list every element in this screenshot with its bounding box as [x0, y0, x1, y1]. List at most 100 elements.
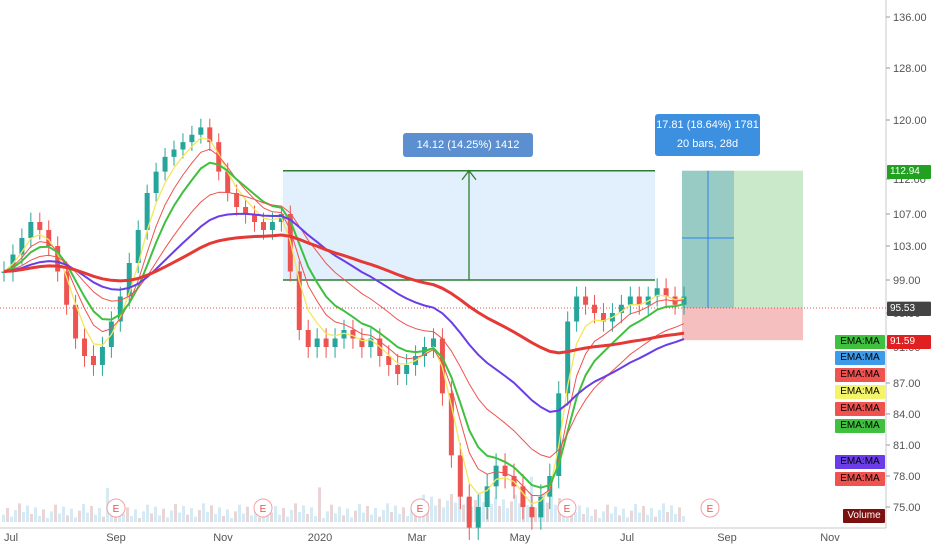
volume-bar: [250, 515, 253, 522]
volume-bar: [54, 504, 57, 522]
candle: [153, 171, 159, 193]
volume-bar: [386, 503, 389, 522]
ema-red-thin: [3, 148, 685, 497]
price-tag: 95.53: [887, 301, 931, 316]
candle: [681, 296, 687, 305]
ema-legend-tag: EMA:MA: [835, 335, 885, 349]
y-tick-label: 103.00: [893, 241, 927, 253]
volume-bar: [518, 503, 521, 522]
y-tick-label: 87.00: [893, 378, 921, 390]
volume-bar: [546, 502, 549, 522]
candle: [350, 330, 356, 339]
volume-bar: [2, 514, 5, 522]
volume-bar: [382, 510, 385, 522]
candle: [386, 356, 392, 365]
volume-bar: [254, 508, 257, 522]
candle: [430, 338, 436, 347]
volume-bar: [42, 509, 45, 522]
candle: [216, 142, 222, 172]
x-tick-label: May: [510, 532, 531, 544]
volume-bar: [78, 510, 81, 522]
volume-bar: [670, 505, 673, 522]
candle: [198, 127, 204, 135]
x-tick-label: Sep: [106, 532, 126, 544]
candle: [82, 338, 88, 356]
volume-bar: [322, 518, 325, 522]
volume-bar: [326, 511, 329, 522]
volume-bar: [154, 506, 157, 522]
volume-bar: [46, 518, 49, 522]
volume-bar: [342, 515, 345, 522]
candle: [466, 496, 472, 528]
candle: [243, 207, 249, 214]
volume-bar: [94, 514, 97, 522]
candle: [493, 465, 499, 487]
volume-bar: [62, 506, 65, 522]
earnings-marker: [106, 498, 126, 518]
volume-bar: [198, 510, 201, 522]
candle: [574, 296, 580, 322]
volume-bar: [438, 498, 441, 522]
earnings-marker-label: E: [417, 504, 424, 515]
volume-bar: [534, 507, 537, 522]
volume-bar: [170, 510, 173, 522]
volume-bar: [158, 515, 161, 522]
volume-bar: [350, 517, 353, 522]
volume-bar: [330, 504, 333, 522]
volume-bar: [82, 504, 85, 522]
candle: [37, 222, 43, 230]
y-tick-label: 99.00: [893, 275, 921, 287]
candle: [171, 149, 177, 157]
ema-legend-tag: EMA:MA: [835, 351, 885, 365]
earnings-marker: [700, 498, 720, 518]
volume-bar: [594, 509, 597, 522]
volume-bar: [138, 518, 141, 522]
volume-bar: [614, 506, 617, 522]
candle: [90, 356, 96, 365]
volume-bar: [130, 516, 133, 522]
price-tag: 91.59: [887, 334, 931, 349]
volume-bar: [482, 502, 485, 522]
volume-bar: [586, 507, 589, 522]
volume-bar: [490, 504, 493, 522]
volume-bar: [190, 508, 193, 522]
volume-bar: [58, 513, 61, 522]
candle: [502, 465, 508, 476]
volume-bar: [126, 507, 129, 522]
volume-bar: [394, 505, 397, 522]
candle: [99, 347, 105, 365]
volume-bar: [70, 508, 73, 522]
volume-bar: [6, 508, 9, 522]
volume-bar: [514, 494, 517, 522]
candle: [457, 455, 463, 497]
candle: [296, 271, 302, 330]
candle: [46, 230, 52, 246]
candle: [207, 127, 213, 143]
candle: [538, 496, 544, 518]
volume-bar: [26, 505, 29, 522]
candle: [117, 296, 123, 322]
x-tick-label: Nov: [213, 532, 233, 544]
volume-bar: [646, 514, 649, 522]
volume-bar: [678, 507, 681, 522]
volume-bar: [338, 506, 341, 522]
candle: [583, 296, 589, 305]
volume-bar: [522, 496, 525, 522]
ema-yellow: [3, 137, 685, 505]
volume-bar: [574, 512, 577, 522]
measure-arrow-1-head: [461, 169, 477, 181]
candle: [529, 507, 535, 518]
volume-bar: [286, 516, 289, 522]
volume-bar: [270, 512, 273, 522]
volume-bar: [66, 515, 69, 522]
candle: [225, 171, 231, 193]
volume-bar: [30, 514, 33, 522]
candle: [395, 365, 401, 374]
volume-bar: [134, 509, 137, 522]
volume-bar: [526, 505, 529, 522]
volume-bar: [410, 509, 413, 522]
candle: [359, 338, 365, 347]
ema-purple: [3, 212, 685, 413]
earnings-marker: [557, 498, 577, 518]
